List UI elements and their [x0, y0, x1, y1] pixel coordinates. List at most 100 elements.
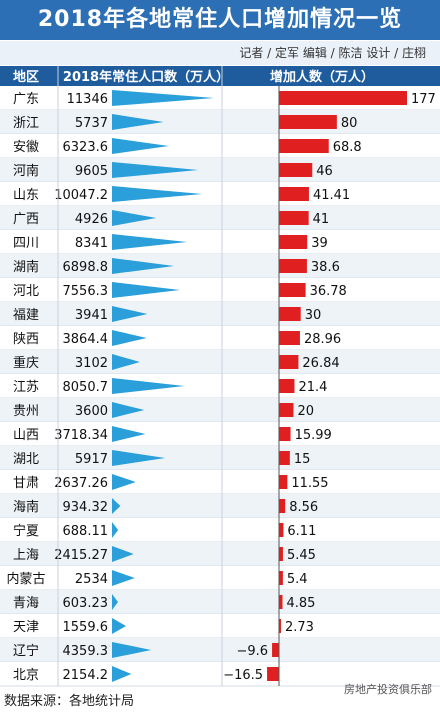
population-value: 3718.34: [54, 428, 108, 443]
increase-value: 41: [313, 212, 330, 227]
population-value: 10047.2: [54, 188, 108, 203]
region-label: 山西: [13, 428, 39, 443]
table-row: [0, 614, 440, 638]
increase-bar: [279, 451, 290, 465]
population-value: 2534: [75, 572, 108, 587]
increase-value: 68.8: [333, 140, 362, 155]
header-region: 地区: [13, 69, 39, 85]
population-bar: [112, 210, 157, 226]
table-row: [0, 302, 440, 326]
increase-value: 4.85: [287, 596, 316, 611]
increase-bar: [279, 187, 309, 201]
population-bar: [112, 378, 185, 394]
population-bar: [112, 258, 175, 274]
region-label: 上海: [13, 548, 39, 563]
population-value: 1559.6: [63, 620, 109, 635]
region-label: 湖南: [13, 259, 39, 275]
region-label: 陕西: [13, 332, 39, 347]
region-label: 浙江: [13, 116, 39, 131]
table-row: [0, 350, 440, 374]
region-label: 北京: [13, 668, 39, 683]
region-label: 山东: [13, 188, 39, 203]
increase-bar: [267, 667, 279, 681]
region-label: 宁夏: [13, 523, 39, 539]
table-row: [0, 638, 440, 662]
increase-value: 20: [297, 404, 314, 419]
increase-bar: [279, 499, 286, 513]
population-bar: [112, 234, 187, 250]
table-row: [0, 422, 440, 446]
population-value: 11346: [67, 92, 108, 107]
increase-value: 5.45: [287, 548, 316, 563]
table-row: [0, 158, 440, 182]
table-row: [0, 542, 440, 566]
population-bar: [112, 450, 166, 466]
population-value: 603.23: [63, 596, 109, 611]
region-label: 贵州: [13, 404, 39, 419]
table-row: [0, 446, 440, 470]
increase-bar: [279, 163, 313, 177]
region-label: 青海: [13, 596, 39, 611]
increase-value: 80: [341, 116, 358, 131]
table-row: [0, 134, 440, 158]
population-value: 5737: [75, 116, 108, 131]
increase-bar: [279, 211, 309, 225]
increase-value: 177: [411, 92, 436, 107]
population-bar: [112, 498, 121, 514]
table-row: [0, 110, 440, 134]
table-row: [0, 326, 440, 350]
population-bar: [112, 474, 136, 490]
region-label: 天津: [13, 620, 39, 635]
increase-bar: [279, 91, 407, 105]
increase-bar: [279, 379, 295, 393]
credits: 记者 / 定军 编辑 / 陈洁 设计 / 庄栩: [0, 41, 440, 65]
population-bar: [112, 642, 152, 658]
increase-bar: [279, 571, 283, 585]
population-bar: [112, 90, 214, 106]
region-label: 辽宁: [13, 643, 39, 659]
header-increase: 增加人数（万人）: [270, 69, 374, 85]
region-label: 广西: [13, 212, 39, 227]
table-row: [0, 518, 440, 542]
increase-bar: [279, 619, 281, 633]
increase-value: 26.84: [302, 356, 339, 371]
region-label: 重庆: [13, 355, 39, 371]
region-label: 四川: [13, 236, 39, 251]
table-row: [0, 254, 440, 278]
increase-bar: [279, 259, 307, 273]
increase-bar: [279, 403, 294, 417]
table-row: [0, 590, 440, 614]
increase-bar: [279, 283, 306, 297]
table-row: [0, 374, 440, 398]
population-value: 4359.3: [63, 644, 109, 659]
page-title: 2018年各地常住人口增加情况一览: [0, 0, 440, 40]
increase-value: 38.6: [311, 260, 340, 275]
population-bar: [112, 114, 164, 130]
population-bar: [112, 546, 134, 562]
population-value: 5917: [75, 452, 108, 467]
chart: 地区 2018年常住人口数（万人） 增加人数（万人） 广东 11346 177 浙江 5737…: [0, 66, 440, 687]
population-value: 2637.26: [54, 476, 108, 491]
population-bar: [112, 306, 148, 322]
watermark: 房地产投资俱乐部: [344, 683, 432, 696]
data-source: 数据来源：各地统计局: [4, 694, 135, 709]
increase-bar: [279, 355, 299, 369]
increase-bar: [279, 427, 291, 441]
region-label: 安徽: [13, 140, 39, 155]
population-bar: [112, 354, 140, 370]
population-value: 9605: [75, 164, 108, 179]
increase-value: 41.41: [313, 188, 350, 203]
population-value: 3600: [75, 404, 108, 419]
region-label: 河南: [13, 163, 39, 179]
table-row: [0, 662, 440, 686]
increase-bar: [279, 547, 283, 561]
increase-value: 46: [316, 164, 333, 179]
region-label: 甘肃: [13, 476, 39, 491]
population-value: 4926: [75, 212, 108, 227]
increase-bar: [279, 139, 329, 153]
increase-value: 6.11: [287, 524, 316, 539]
population-value: 8050.7: [63, 380, 109, 395]
header-population: 2018年常住人口数（万人）: [63, 69, 229, 85]
population-value: 934.32: [63, 500, 109, 515]
increase-value: 30: [305, 308, 322, 323]
